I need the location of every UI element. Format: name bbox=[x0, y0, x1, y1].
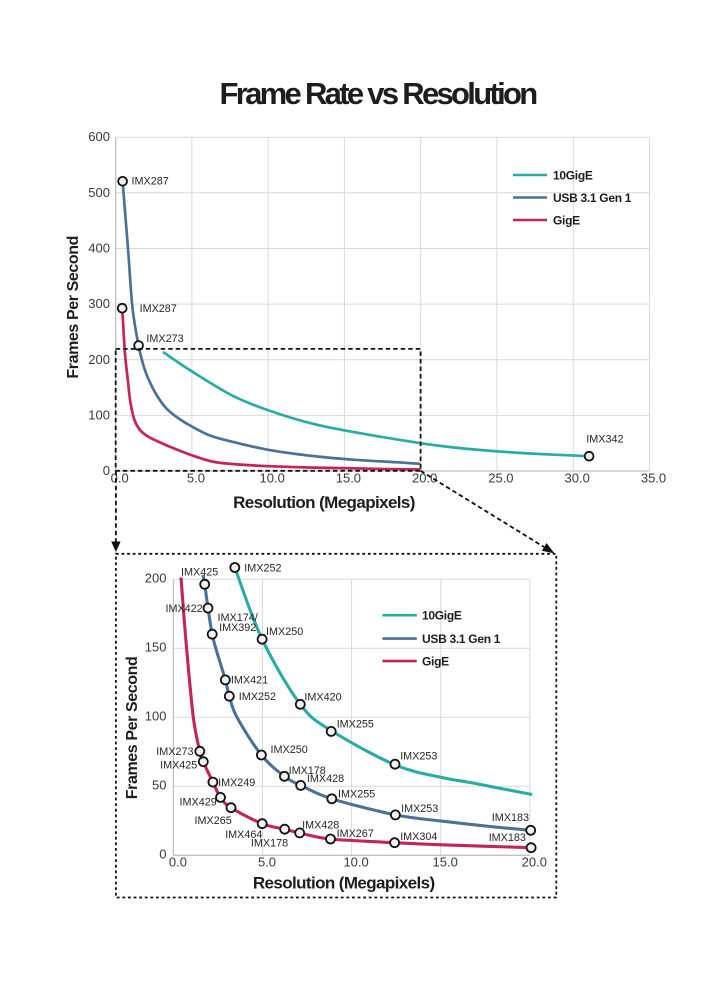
svg-text:500: 500 bbox=[88, 185, 110, 200]
svg-text:IMX255: IMX255 bbox=[338, 788, 375, 800]
svg-text:400: 400 bbox=[88, 241, 110, 256]
svg-text:200: 200 bbox=[88, 352, 110, 367]
svg-text:35.0: 35.0 bbox=[641, 471, 666, 486]
svg-text:USB 3.1 Gen 1: USB 3.1 Gen 1 bbox=[553, 191, 632, 205]
svg-text:10GigE: 10GigE bbox=[553, 169, 593, 183]
svg-text:IMX287: IMX287 bbox=[140, 303, 177, 315]
svg-text:15.0: 15.0 bbox=[336, 471, 361, 486]
svg-text:IMX249: IMX249 bbox=[218, 777, 255, 789]
svg-text:10GigE: 10GigE bbox=[422, 609, 462, 623]
svg-text:GigE: GigE bbox=[553, 214, 580, 228]
svg-text:IMX428: IMX428 bbox=[307, 773, 344, 785]
svg-text:IMX252: IMX252 bbox=[239, 691, 276, 703]
svg-text:5.0: 5.0 bbox=[187, 471, 205, 486]
svg-text:150: 150 bbox=[145, 639, 167, 654]
svg-text:IMX253: IMX253 bbox=[400, 751, 437, 763]
svg-text:Resolution (Megapixels): Resolution (Megapixels) bbox=[233, 493, 415, 512]
svg-text:IMX178: IMX178 bbox=[289, 765, 326, 777]
svg-text:IMX183: IMX183 bbox=[492, 812, 529, 824]
svg-text:0: 0 bbox=[103, 463, 110, 478]
svg-text:IMX267: IMX267 bbox=[337, 828, 374, 840]
svg-text:IMX425: IMX425 bbox=[160, 759, 197, 771]
svg-text:USB 3.1 Gen 1: USB 3.1 Gen 1 bbox=[422, 632, 501, 646]
svg-text:IMX183: IMX183 bbox=[489, 832, 526, 844]
svg-text:IMX425: IMX425 bbox=[181, 567, 218, 579]
svg-text:300: 300 bbox=[88, 296, 110, 311]
svg-text:Frames Per Second: Frames Per Second bbox=[65, 236, 82, 379]
svg-text:IMX342: IMX342 bbox=[586, 434, 623, 446]
svg-text:IMX429: IMX429 bbox=[180, 797, 217, 809]
svg-text:600: 600 bbox=[88, 129, 110, 144]
svg-text:100: 100 bbox=[88, 407, 110, 422]
svg-text:5.0: 5.0 bbox=[258, 855, 276, 870]
svg-text:Frame Rate vs Resolution: Frame Rate vs Resolution bbox=[220, 76, 538, 111]
svg-text:GigE: GigE bbox=[422, 655, 449, 669]
svg-text:200: 200 bbox=[145, 570, 167, 585]
svg-text:IMX421: IMX421 bbox=[231, 674, 268, 686]
svg-text:IMX273: IMX273 bbox=[146, 333, 183, 345]
svg-text:IMX464: IMX464 bbox=[225, 829, 262, 841]
svg-text:10.0: 10.0 bbox=[343, 855, 368, 870]
svg-text:IMX420: IMX420 bbox=[304, 691, 341, 703]
svg-text:25.0: 25.0 bbox=[488, 471, 513, 486]
svg-text:IMX422: IMX422 bbox=[165, 603, 202, 615]
svg-text:Frames Per Second: Frames Per Second bbox=[124, 657, 141, 800]
svg-text:IMX178: IMX178 bbox=[251, 838, 288, 850]
svg-text:15.0: 15.0 bbox=[433, 855, 458, 870]
svg-text:0: 0 bbox=[159, 846, 166, 861]
svg-text:IMX250: IMX250 bbox=[271, 744, 308, 756]
svg-text:50: 50 bbox=[152, 777, 166, 792]
svg-text:IMX392: IMX392 bbox=[219, 622, 256, 634]
svg-text:IMX265: IMX265 bbox=[195, 815, 232, 827]
svg-text:Resolution (Megapixels): Resolution (Megapixels) bbox=[253, 873, 435, 892]
svg-text:IMX304: IMX304 bbox=[400, 831, 437, 843]
svg-text:20.0: 20.0 bbox=[412, 471, 437, 486]
svg-text:20.0: 20.0 bbox=[522, 855, 547, 870]
svg-text:IMX273: IMX273 bbox=[156, 746, 193, 758]
svg-text:IMX174/: IMX174/ bbox=[218, 612, 258, 624]
svg-text:IMX253: IMX253 bbox=[401, 803, 438, 815]
svg-text:IMX252: IMX252 bbox=[244, 563, 281, 575]
svg-text:IMX255: IMX255 bbox=[337, 719, 374, 731]
svg-text:IMX250: IMX250 bbox=[266, 626, 303, 638]
svg-text:IMX428: IMX428 bbox=[302, 820, 339, 832]
svg-text:30.0: 30.0 bbox=[565, 471, 590, 486]
svg-text:IMX287: IMX287 bbox=[132, 176, 169, 188]
svg-text:10.0: 10.0 bbox=[260, 471, 285, 486]
svg-text:100: 100 bbox=[145, 708, 167, 723]
svg-text:0.0: 0.0 bbox=[111, 471, 129, 486]
svg-text:0.0: 0.0 bbox=[169, 855, 187, 870]
